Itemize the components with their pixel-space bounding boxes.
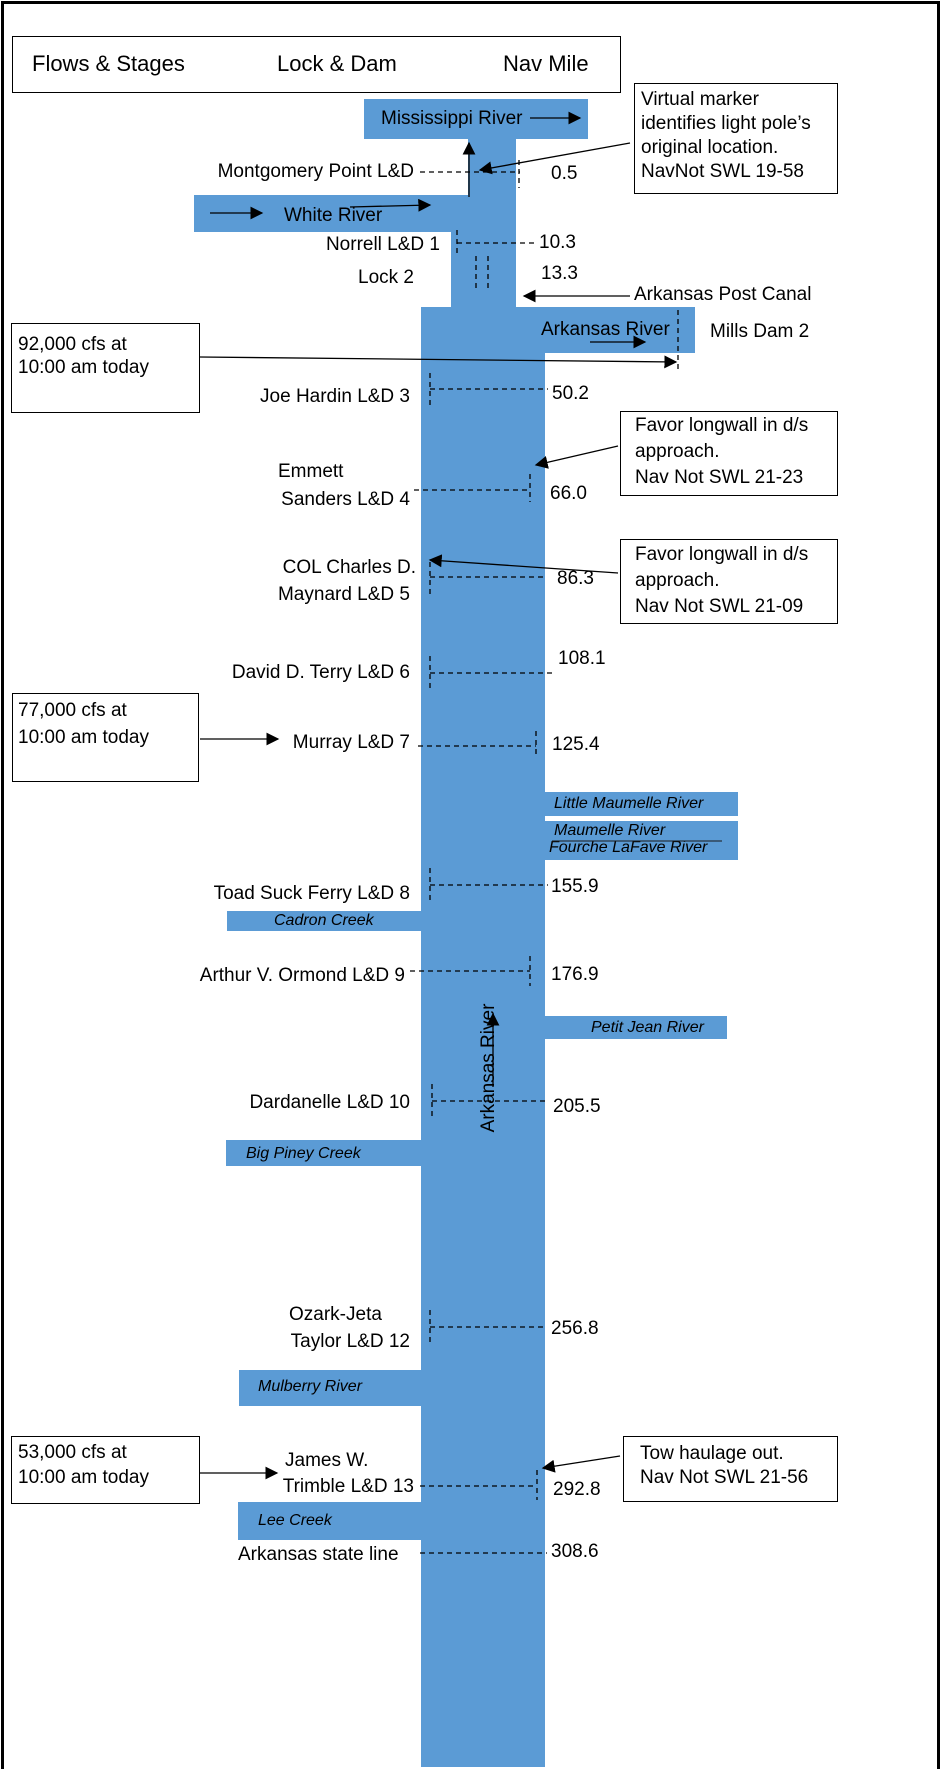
notice-4-l2: Nav Not SWL 21-56	[640, 1467, 809, 1488]
flow-box-2	[12, 693, 199, 782]
channel-mid-shape	[451, 232, 516, 308]
flow-2-line2: 10:00 am today	[18, 727, 149, 748]
flow-1-arrow	[199, 355, 678, 369]
mile-lock2: 13.3	[541, 263, 578, 284]
mills-dam-label: Mills Dam 2	[710, 321, 810, 342]
notice-4-l1: Tow haulage out.	[640, 1443, 784, 1464]
white-arrow-2	[349, 198, 432, 212]
header-flows: Flows & Stages	[32, 51, 185, 76]
lock-terry: David D. Terry L&D 6	[231, 662, 410, 683]
mile-trimble: 292.8	[553, 1479, 601, 1500]
notice-2-l3: Nav Not SWL 21-23	[635, 467, 804, 488]
lee-label: Lee Creek	[258, 1512, 332, 1529]
lock-trimble-1: James W.	[285, 1450, 369, 1471]
maumelle-label: Maumelle River	[554, 822, 666, 839]
lock-joe-hardin: Joe Hardin L&D 3	[260, 386, 410, 407]
lock-ormond: Arthur V. Ormond L&D 9	[199, 965, 405, 986]
notice-box-2	[620, 411, 838, 496]
mile-maynard: 86.3	[557, 568, 594, 589]
header-lock: Lock & Dam	[277, 51, 397, 76]
header-box	[12, 36, 621, 93]
lock-ozark-2: Taylor L&D 12	[290, 1331, 410, 1352]
mile-ozark: 256.8	[551, 1318, 599, 1339]
notice-1-l2: identifies light pole’s	[641, 113, 811, 134]
notice-box-1	[634, 83, 838, 194]
notice-1-pointer	[478, 142, 631, 175]
fourche-label: Fourche LaFave River	[549, 839, 708, 856]
mississippi-label: Mississippi River	[381, 108, 523, 129]
mulberry-shape	[239, 1370, 422, 1406]
petit-jean-shape	[544, 1016, 727, 1039]
lock-toad-suck: Toad Suck Ferry L&D 8	[213, 883, 410, 904]
header-mile: Nav Mile	[503, 51, 589, 76]
mile-terry: 108.1	[558, 648, 606, 669]
notice-1-l1: Virtual marker	[641, 89, 759, 110]
lock-state-line: Arkansas state line	[238, 1544, 399, 1565]
notice-3-l3: Nav Not SWL 21-09	[635, 596, 804, 617]
lock-maynard-2: Maynard L&D 5	[277, 584, 410, 605]
mile-emmett: 66.0	[550, 483, 587, 504]
flow-box-1	[11, 323, 200, 413]
arkansas-river-branch-shape	[544, 307, 695, 353]
notice-3-pointer	[428, 554, 619, 574]
mile-murray: 125.4	[552, 734, 600, 755]
cadron-shape	[227, 911, 422, 931]
flow-box-3	[11, 1436, 200, 1504]
lock-norrell: Norrell L&D 1	[325, 234, 440, 255]
mile-state-line: 308.6	[551, 1541, 599, 1562]
lock-ozark-1: Ozark-Jeta	[289, 1304, 382, 1325]
mulberry-label: Mulberry River	[258, 1378, 363, 1395]
notice-4-pointer	[541, 1455, 621, 1473]
big-piney-shape	[226, 1140, 422, 1166]
white-river-label: White River	[284, 205, 383, 226]
notice-1-l3: original location.	[641, 137, 779, 158]
flow-3-line2: 10:00 am today	[18, 1467, 149, 1488]
lock-dardanelle: Dardanelle L&D 10	[249, 1092, 410, 1113]
lock-trimble-2: Trimble L&D 13	[282, 1476, 414, 1497]
lock-maynard-1: COL Charles D.	[282, 557, 416, 578]
flow-2-line1: 77,000 cfs at	[18, 700, 127, 721]
flow-3-line1: 53,000 cfs at	[18, 1442, 127, 1463]
lock-2: Lock 2	[358, 267, 414, 288]
notice-2-l2: approach.	[635, 441, 720, 462]
mississippi-river-shape	[364, 99, 588, 139]
lock-emmett-1: Emmett	[278, 461, 344, 482]
arkansas-river-label: Arkansas River	[541, 319, 670, 340]
arkansas-river-shape	[421, 307, 545, 1767]
mile-toad-suck: 155.9	[551, 876, 599, 897]
big-piney-label: Big Piney Creek	[246, 1145, 361, 1162]
lock-emmett-2: Sanders L&D 4	[281, 489, 410, 510]
notice-3-l1: Favor longwall in d/s	[635, 544, 809, 565]
mile-joe-hardin: 50.2	[552, 383, 589, 404]
petit-jean-label: Petit Jean River	[591, 1019, 704, 1036]
fourche-shape	[544, 835, 738, 860]
post-canal-label: Arkansas Post Canal	[634, 284, 812, 305]
lee-shape	[238, 1502, 422, 1540]
notice-box-4	[623, 1436, 838, 1502]
mile-montgomery: 0.5	[551, 163, 578, 184]
flow-1-line2: 10:00 am today	[18, 357, 149, 378]
lock-montgomery: Montgomery Point L&D	[217, 161, 414, 182]
lock-murray: Murray L&D 7	[292, 732, 410, 753]
mile-dardanelle: 205.5	[553, 1096, 601, 1117]
notice-2-l1: Favor longwall in d/s	[635, 415, 809, 436]
flow-1-line1: 92,000 cfs at	[18, 334, 127, 355]
notice-1-l4: NavNot SWL 19-58	[641, 161, 804, 182]
notice-box-3	[620, 539, 838, 624]
little-maumelle-label: Little Maumelle River	[554, 795, 704, 812]
mile-norrell: 10.3	[539, 232, 576, 253]
notice-2-pointer	[534, 445, 619, 469]
mile-ormond: 176.9	[551, 964, 599, 985]
cadron-label: Cadron Creek	[274, 912, 374, 929]
little-maumelle-shape	[544, 792, 738, 816]
notice-3-l2: approach.	[635, 570, 720, 591]
